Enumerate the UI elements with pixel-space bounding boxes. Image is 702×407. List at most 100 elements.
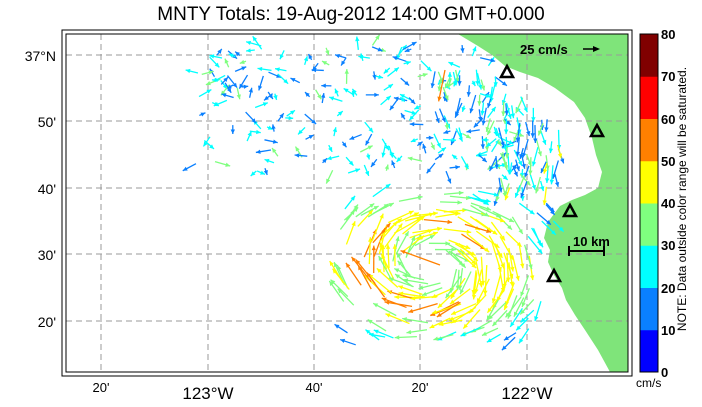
current-vector <box>388 210 414 224</box>
current-vector <box>389 151 397 160</box>
current-vector <box>236 87 241 100</box>
current-vector <box>508 262 514 287</box>
scale-arrow <box>583 46 600 52</box>
y-axis-labels: 37°N 50' 40' 30' 20' <box>25 48 56 330</box>
current-vector <box>311 62 319 72</box>
current-vector <box>365 133 373 146</box>
current-vector <box>199 112 206 117</box>
current-vector <box>520 275 530 297</box>
current-vector <box>341 141 347 148</box>
current-vector <box>404 109 417 115</box>
current-vector <box>392 236 400 262</box>
current-vector <box>211 77 220 83</box>
current-vector <box>515 317 529 331</box>
current-vector <box>411 231 439 241</box>
current-vector <box>493 186 501 206</box>
current-vector <box>536 212 552 226</box>
current-vector <box>470 204 490 218</box>
current-vector <box>434 111 440 124</box>
current-vector <box>503 288 515 311</box>
current-vector <box>413 105 421 110</box>
colorbar-segment <box>640 245 658 288</box>
current-vector <box>343 87 353 95</box>
current-vector <box>434 153 444 161</box>
current-vector <box>443 137 457 143</box>
current-vector <box>523 244 533 270</box>
current-vector <box>506 156 512 175</box>
current-vector <box>486 120 495 136</box>
current-vector <box>363 164 370 177</box>
current-vector <box>444 123 449 130</box>
current-vector <box>500 152 508 167</box>
current-vector <box>528 157 533 176</box>
current-vector <box>267 91 274 100</box>
x-tick-label: 40' <box>306 380 323 395</box>
current-vector <box>443 190 464 196</box>
current-vector <box>371 245 376 273</box>
current-vector <box>255 149 272 154</box>
current-vector <box>476 73 483 90</box>
current-vector <box>491 274 502 304</box>
current-vector <box>414 234 435 247</box>
current-vector <box>373 329 394 339</box>
current-vector <box>408 97 416 105</box>
current-vector <box>443 228 472 235</box>
current-vector <box>493 76 498 87</box>
current-vector <box>294 153 308 158</box>
current-vector <box>487 302 507 321</box>
current-vector <box>511 216 524 235</box>
current-vector <box>543 162 548 174</box>
current-vector <box>370 158 378 168</box>
colorbar-tick-label: 80 <box>661 27 675 42</box>
current-vector <box>533 125 538 144</box>
current-vector <box>337 288 355 306</box>
current-vector <box>340 57 347 66</box>
current-vector <box>534 176 541 194</box>
current-vector <box>286 109 296 117</box>
current-vector <box>508 247 515 272</box>
station-marker <box>588 122 606 138</box>
current-vector <box>520 181 528 198</box>
current-vector <box>392 56 407 62</box>
current-vector <box>271 124 276 132</box>
current-vector <box>458 242 479 262</box>
current-vector <box>372 222 391 244</box>
colorbar-units: cm/s <box>636 376 662 390</box>
current-vector <box>549 165 554 185</box>
current-vector <box>522 139 529 158</box>
colorbar-segment <box>640 118 658 162</box>
current-vector <box>513 297 525 317</box>
current-vector <box>357 209 374 227</box>
current-vector <box>322 157 328 164</box>
current-vector <box>202 136 211 147</box>
current-vector <box>455 128 464 142</box>
current-vector <box>330 279 349 298</box>
current-vector <box>539 180 545 192</box>
current-vector <box>440 200 463 205</box>
current-vector <box>457 75 462 86</box>
current-vector <box>472 193 490 206</box>
current-vector <box>290 77 301 84</box>
current-vector <box>350 256 372 283</box>
current-vector <box>487 106 497 119</box>
current-vector <box>224 58 230 68</box>
current-vector <box>476 278 490 304</box>
current-vector <box>491 309 508 327</box>
current-vector <box>216 48 223 56</box>
colorbar-segment <box>640 287 658 331</box>
current-vector <box>277 112 285 122</box>
current-vector <box>279 50 285 60</box>
current-vector <box>371 34 381 46</box>
current-vector <box>359 145 373 153</box>
current-vector <box>480 256 486 286</box>
current-vector <box>423 218 453 225</box>
current-vector <box>452 71 458 86</box>
current-vector <box>535 138 542 157</box>
current-vector <box>466 129 480 134</box>
current-vector <box>426 135 434 140</box>
current-vector <box>263 167 268 176</box>
current-vector <box>437 146 447 154</box>
current-vector <box>480 136 485 149</box>
current-vector <box>438 108 446 123</box>
